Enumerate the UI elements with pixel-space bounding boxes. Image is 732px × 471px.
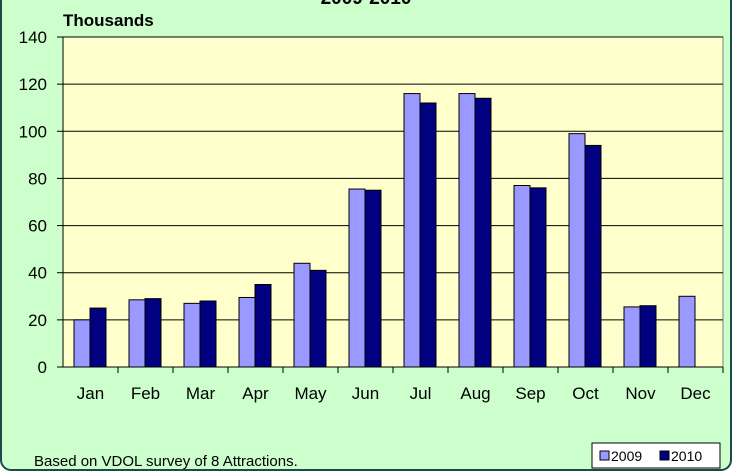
bar <box>293 262 311 368</box>
y-tick-label: 0 <box>38 358 47 377</box>
bar <box>419 102 437 368</box>
bar <box>529 187 547 368</box>
bar <box>183 302 201 368</box>
bar <box>348 188 366 368</box>
y-axis-label: Thousands <box>63 11 154 30</box>
legend-swatch <box>659 450 670 461</box>
x-tick-label: Apr <box>242 384 269 403</box>
bar <box>513 185 531 368</box>
bar <box>89 307 107 368</box>
legend-box <box>591 442 721 469</box>
y-tick-label: 140 <box>19 28 47 47</box>
bar <box>128 299 146 368</box>
bar <box>474 97 492 368</box>
y-tick-label: 80 <box>28 169 47 188</box>
bar <box>403 93 421 368</box>
bar <box>584 144 602 368</box>
bar <box>254 284 272 368</box>
y-tick-label: 20 <box>28 311 47 330</box>
bar <box>73 319 91 368</box>
plot-area <box>62 36 724 368</box>
bar <box>458 93 476 368</box>
x-tick-label: May <box>294 384 327 403</box>
bar <box>309 269 327 368</box>
x-tick-label: Sep <box>515 384 545 403</box>
bar <box>364 189 382 368</box>
x-tick-label: Mar <box>186 384 216 403</box>
y-tick-label: 40 <box>28 264 47 283</box>
bar <box>199 300 217 368</box>
chart-title: 2009-2010 <box>321 0 412 9</box>
x-tick-label: Nov <box>625 384 656 403</box>
x-tick-label: Feb <box>131 384 160 403</box>
footnote: Based on VDOL survey of 8 Attractions. <box>34 453 298 470</box>
x-tick-label: Oct <box>572 384 599 403</box>
legend-label: 2010 <box>671 448 702 464</box>
y-tick-label: 60 <box>28 217 47 236</box>
x-tick-label: Aug <box>460 384 490 403</box>
y-tick-label: 120 <box>19 75 47 94</box>
bar <box>678 295 696 368</box>
x-tick-label: Jan <box>77 384 104 403</box>
y-tick-label: 100 <box>19 122 47 141</box>
x-tick-label: Dec <box>680 384 711 403</box>
bar <box>639 305 657 368</box>
bar <box>144 298 162 368</box>
legend-label: 2009 <box>611 448 642 464</box>
legend-swatch <box>599 450 610 461</box>
bar <box>568 133 586 368</box>
bar <box>238 296 256 368</box>
x-tick-label: Jun <box>352 384 379 403</box>
x-tick-label: Jul <box>410 384 432 403</box>
bar <box>623 306 641 368</box>
